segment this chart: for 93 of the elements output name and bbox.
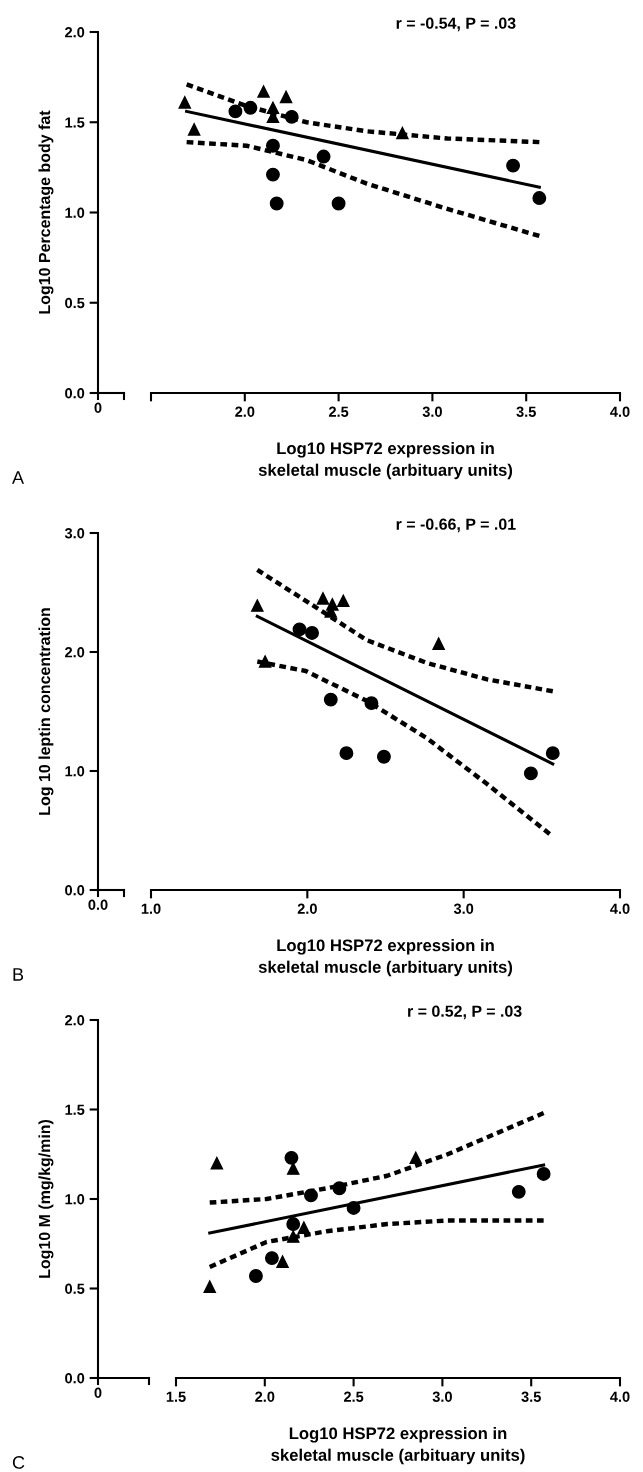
- y-tick-label: 2.0: [65, 647, 85, 658]
- x-tick-label: 4.0: [610, 406, 630, 417]
- text: B: [13, 968, 24, 981]
- point: [506, 158, 521, 173]
- y-tick-label: 1.0: [65, 207, 85, 218]
- point: [292, 622, 307, 637]
- point: [339, 746, 354, 761]
- point: [511, 1184, 526, 1199]
- x-tick-label: 4.0: [610, 1391, 630, 1402]
- x-axis-title: Log10 HSP72 expression in skeletal muscle (arbituary units): [271, 1427, 525, 1465]
- text: 0: [94, 402, 102, 413]
- point: [243, 100, 258, 115]
- point: [279, 90, 293, 104]
- point: [258, 655, 272, 668]
- x-axis-title: Log10 HSP72 expression in skeletal muscle (arbituary units): [258, 442, 513, 480]
- point: [248, 1269, 263, 1283]
- point: [364, 696, 379, 711]
- text: C: [12, 1456, 25, 1469]
- point: [276, 1255, 289, 1268]
- y-tick-label: 0.0: [65, 1373, 85, 1384]
- point: [297, 1221, 311, 1234]
- point: [187, 123, 201, 136]
- x-tick-label: 1.5: [166, 1391, 186, 1402]
- line-series: [184, 82, 542, 145]
- point: [316, 592, 330, 605]
- y-axis-title: Log10 Percentage body fat: [38, 110, 54, 314]
- y-tick-label: 3.0: [64, 528, 85, 539]
- y-tick-label: 1.0: [65, 1194, 85, 1205]
- point: [264, 1251, 279, 1266]
- y-axis-title: Log 10 leptin concentration: [38, 608, 54, 815]
- point: [323, 692, 338, 707]
- y-tick-label: 0.5: [65, 297, 85, 309]
- x-tick-label: 2.5: [343, 1391, 364, 1402]
- text: r = -0.54, P = .03: [396, 17, 516, 32]
- point: [376, 749, 391, 764]
- point: [316, 149, 331, 164]
- point: [337, 594, 350, 608]
- point: [332, 1181, 347, 1196]
- y-tick-label: 2.0: [65, 1015, 85, 1026]
- point: [257, 85, 270, 98]
- y-tick-label: 2.0: [65, 27, 85, 38]
- text: 0: [94, 1387, 102, 1398]
- point: [532, 191, 547, 206]
- point: [305, 626, 319, 640]
- y-tick-label: 0.0: [65, 885, 85, 896]
- point: [304, 1188, 318, 1203]
- point: [432, 637, 445, 650]
- point: [203, 1280, 216, 1293]
- y-tick-label: 1.5: [65, 117, 85, 128]
- x-tick-label: 3.5: [521, 1391, 541, 1402]
- x-tick-label: 2.0: [235, 406, 255, 417]
- point: [210, 1156, 224, 1170]
- point: [545, 746, 560, 761]
- point: [536, 1166, 551, 1181]
- x-tick-label: 3.0: [422, 406, 442, 417]
- point: [265, 167, 280, 182]
- point: [409, 1151, 423, 1165]
- point: [284, 109, 299, 124]
- x-tick-label: 3.0: [453, 903, 474, 914]
- point: [228, 104, 243, 119]
- text: r = 0.52, P = .03: [408, 1005, 522, 1020]
- point: [251, 599, 264, 612]
- point: [286, 1217, 301, 1232]
- point: [346, 1201, 361, 1215]
- x-tick-label: 2.5: [328, 406, 349, 417]
- x-tick-label: 3.5: [516, 406, 536, 417]
- point: [284, 1150, 299, 1165]
- point: [331, 196, 346, 211]
- x-tick-label: 1.0: [141, 903, 161, 914]
- x-tick-label: 4.0: [610, 903, 630, 914]
- point: [523, 766, 538, 781]
- line-series: [207, 1110, 546, 1205]
- text: A: [12, 471, 25, 484]
- y-tick-label: 0.5: [65, 1283, 85, 1294]
- x-tick-label: 2.0: [255, 1391, 275, 1402]
- y-tick-label: 1.5: [65, 1104, 85, 1115]
- line-series: [184, 139, 542, 239]
- line-series: [207, 1218, 546, 1270]
- y-tick-label: 1.0: [65, 766, 85, 777]
- point: [396, 126, 409, 140]
- line-series: [255, 567, 555, 694]
- point: [286, 1230, 300, 1243]
- text: 0.0: [88, 899, 108, 910]
- point: [286, 1162, 300, 1175]
- y-tick-label: 0.0: [65, 388, 85, 399]
- point: [269, 196, 284, 211]
- x-axis-title: Log10 HSP72 expression in skeletal muscle (arbituary units): [258, 939, 513, 977]
- x-tick-label: 2.0: [297, 903, 317, 914]
- text: r = -0.66, P = .01: [396, 518, 516, 533]
- x-tick-label: 3.0: [432, 1391, 452, 1402]
- y-axis-title: Log10 M (mg/kg/min): [38, 1119, 54, 1278]
- point: [265, 138, 280, 153]
- point: [178, 96, 192, 109]
